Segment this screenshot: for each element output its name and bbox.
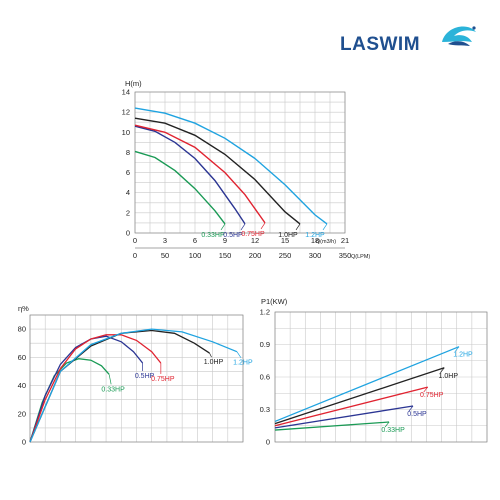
hq-series-label: 1.2HP: [305, 232, 325, 239]
y-tick-label: 2: [126, 208, 130, 217]
power-line-0.5HP: [274, 405, 414, 429]
hq-leader-line: [240, 223, 246, 231]
shell-logo-icon: [442, 26, 476, 46]
power-series-label: 0.75HP: [420, 392, 444, 399]
efficiency-curve-1.2HP: [29, 328, 238, 443]
hq-leader-line: [220, 223, 226, 231]
y-tick-label: 60: [18, 353, 26, 362]
y-tick-label: 0.3: [260, 405, 270, 414]
power-leader-line: [408, 405, 414, 412]
x2-tick-label: 300: [309, 251, 322, 260]
power-series-label: 0.33HP: [381, 427, 405, 434]
x-tick-label: 6: [193, 236, 197, 245]
hq-series-label: 0.5HP: [223, 232, 243, 239]
y-tick-label: 14: [122, 88, 130, 97]
efficiency-series-label: 0.75HP: [151, 376, 175, 383]
x-tick-label: 15: [281, 236, 289, 245]
power-line-0.33HP: [274, 421, 390, 431]
x2-tick-label: 250: [279, 251, 292, 260]
y-tick-label: 0.6: [260, 373, 270, 382]
hq-leader-line: [322, 223, 328, 231]
x2-tick-label: 0: [133, 251, 137, 260]
hq-curve-1.0HP: [134, 117, 301, 225]
efficiency-series-label: 1.2HP: [233, 360, 253, 367]
power-line-1.2HP: [274, 346, 460, 423]
power-leader-line: [454, 346, 460, 352]
y-tick-label: 4: [126, 188, 130, 197]
hq-curve-0.33HP: [134, 150, 226, 225]
plot-frame: [134, 91, 346, 234]
efficiency-series-label: 0.5HP: [135, 373, 155, 380]
efficiency-chart: [29, 314, 244, 443]
hq-curve-0.5HP: [134, 125, 246, 225]
y-tick-label: 0.9: [260, 340, 270, 349]
efficiency-leader-line: [209, 352, 212, 358]
power-leader-line: [384, 421, 390, 428]
y-tick-label: 0: [126, 229, 130, 238]
x-tick-label: 9: [223, 236, 227, 245]
y-tick-label: 10: [122, 128, 130, 137]
plot-frame: [29, 314, 244, 443]
x2-tick-label: 200: [249, 251, 262, 260]
power-leader-line: [440, 367, 445, 373]
hq-chart: [134, 91, 346, 249]
y-axis-label: P1(KW): [261, 297, 288, 306]
hq-series-label: 0.75HP: [241, 231, 265, 238]
x2-axis-label: Q(LPM): [351, 254, 370, 260]
plot-frame: [274, 311, 488, 443]
y-axis-label: H(m): [125, 79, 142, 88]
y-tick-label: 40: [18, 381, 26, 390]
efficiency-series-label: 0.33HP: [101, 386, 125, 393]
x-tick-label: 18: [311, 236, 319, 245]
hq-leader-line: [260, 222, 266, 230]
hq-series-label: 0.33HP: [201, 232, 225, 239]
power-line-1.0HP: [274, 367, 445, 425]
y-tick-label: 1.2: [260, 308, 270, 317]
x2-tick-label: 50: [161, 251, 169, 260]
brand-name: LASWIM: [340, 34, 421, 55]
power-series-label: 0.5HP: [407, 411, 427, 418]
efficiency-leader-line: [108, 374, 112, 385]
x2-tick-label: 150: [219, 251, 232, 260]
x2-tick-label: 100: [189, 251, 202, 260]
efficiency-series-label: 1.0HP: [204, 359, 224, 366]
efficiency-leader-line: [236, 351, 242, 358]
y-tick-label: 0: [22, 438, 26, 447]
x-tick-label: 12: [251, 236, 259, 245]
y-tick-label: 12: [122, 108, 130, 117]
x-tick-label: 21: [341, 236, 349, 245]
efficiency-curve-0.75HP: [29, 334, 162, 443]
power-series-label: 1.0HP: [439, 373, 459, 380]
hq-curve-0.75HP: [134, 124, 266, 224]
y-axis-label: η%: [18, 304, 29, 313]
y-tick-label: 6: [126, 168, 130, 177]
hq-curve-1.2HP: [134, 107, 328, 225]
efficiency-curve-0.5HP: [29, 335, 144, 443]
power-chart: [274, 311, 488, 443]
y-tick-label: 20: [18, 409, 26, 418]
power-leader-line: [423, 386, 428, 393]
brand-logo: LASWIM: [338, 20, 488, 60]
hq-series-label: 1.0HP: [278, 232, 298, 239]
x-tick-label: 3: [163, 236, 167, 245]
x-axis-label: Q(m3/h): [316, 239, 336, 245]
x2-tick-label: 350: [339, 251, 352, 260]
x-tick-label: 0: [133, 236, 137, 245]
y-tick-label: 0: [266, 438, 270, 447]
y-tick-label: 80: [18, 325, 26, 334]
y-tick-label: 8: [126, 148, 130, 157]
hq-leader-line: [295, 223, 301, 231]
power-series-label: 1.2HP: [453, 352, 473, 359]
power-line-0.75HP: [274, 386, 428, 427]
